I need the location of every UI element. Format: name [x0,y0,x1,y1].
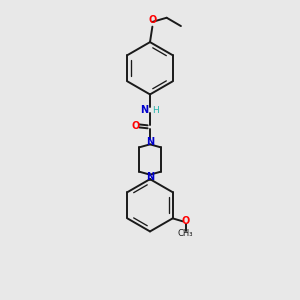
Text: N: N [146,172,154,182]
Text: O: O [132,121,140,130]
Text: N: N [146,137,154,147]
Text: CH₃: CH₃ [178,229,194,238]
Text: H: H [152,106,159,115]
Text: O: O [148,16,157,26]
Text: O: O [182,216,190,226]
Text: N: N [141,105,149,115]
